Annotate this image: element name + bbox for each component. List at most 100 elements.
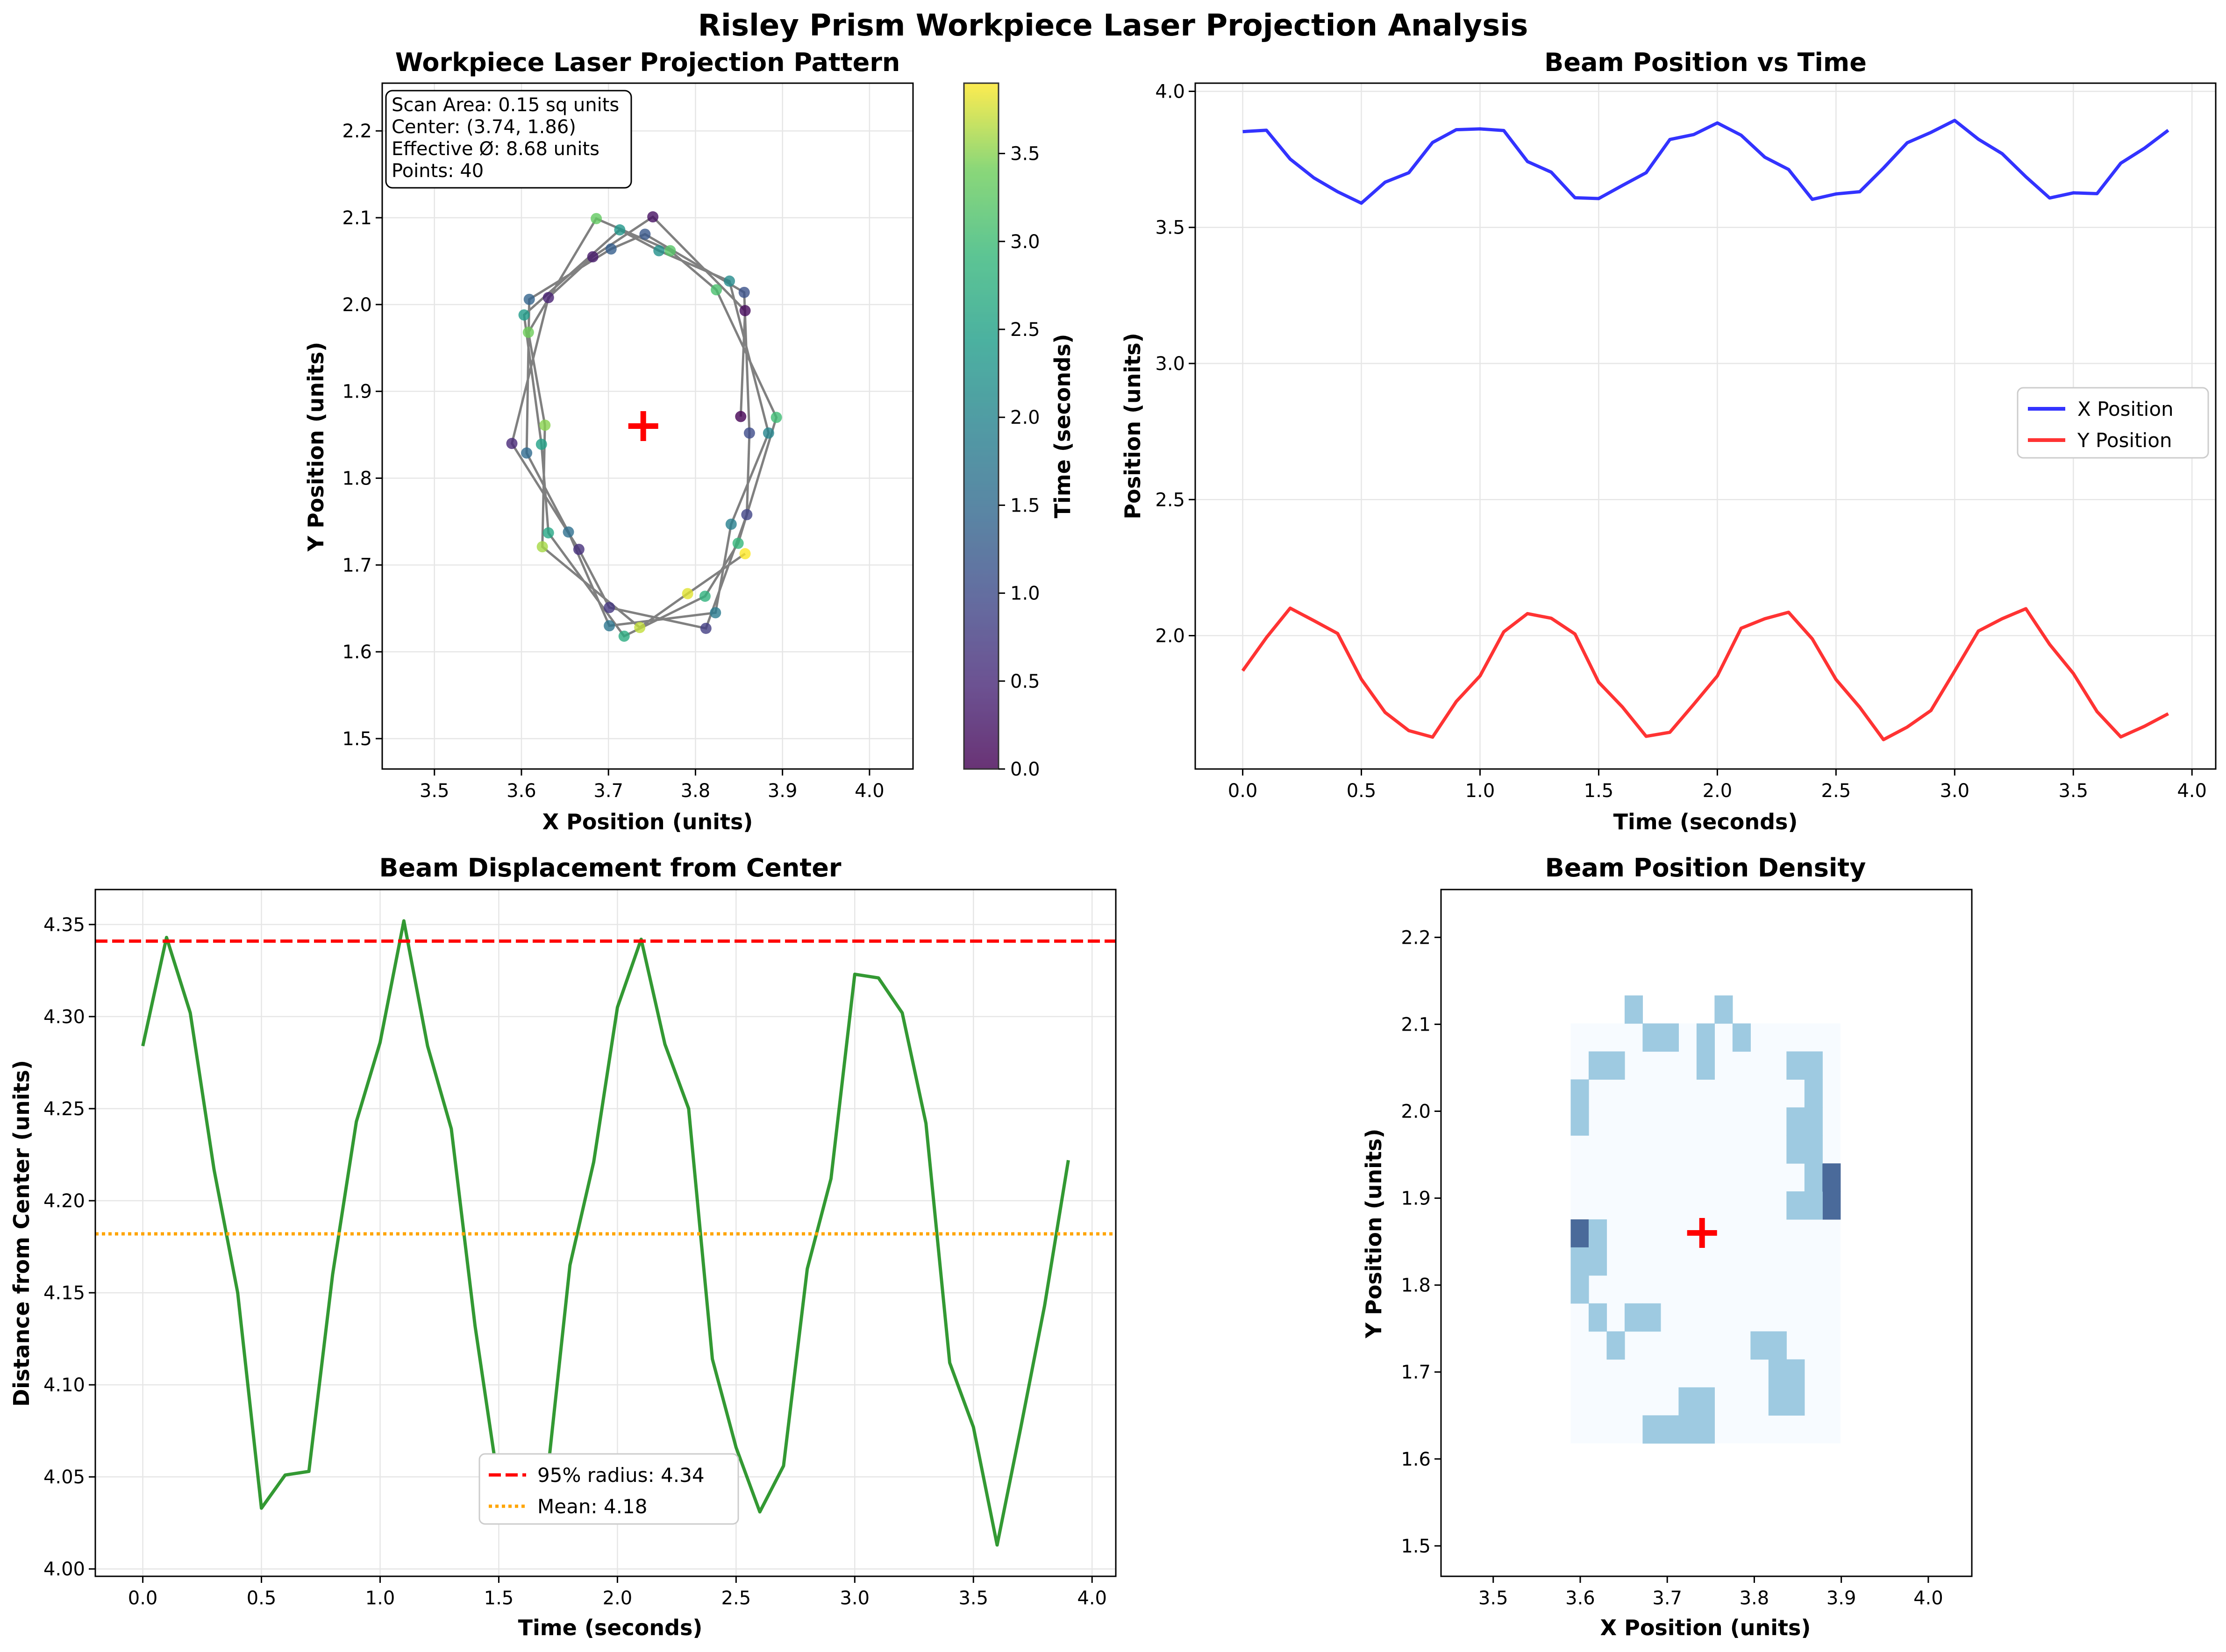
density-xlabel: X Position (units) [1600,1615,1811,1640]
density-cell [1624,995,1643,1024]
density-cell [1804,1079,1823,1108]
scan-point [523,293,535,305]
density-cell [1570,1247,1589,1276]
density-cell [1588,1219,1607,1248]
displacement-panel: Beam Displacement from Center Time (seco… [9,853,1117,1640]
scan-point [739,305,751,316]
density-cell [1660,1415,1679,1444]
series-line-y [1241,606,2169,741]
displacement-frame [94,889,1117,1577]
y-tick-label: 2.1 [1401,1014,1431,1035]
x-tick-label: 4.0 [2177,780,2207,802]
y-tick-label: 2.2 [1401,927,1431,948]
density-panel: Beam Position Density X Position (units)… [1361,853,1973,1640]
scan-point [763,427,774,439]
y-tick-label: 1.7 [342,555,372,576]
position-frame [1194,82,2217,770]
density-cell [1588,1051,1607,1080]
y-tick-label: 4.20 [43,1190,85,1212]
scan-point [664,245,676,256]
position-ticks: 0.0 0.5 1.0 1.5 2.0 2.5 3.0 3.5 4.0 2.0 2.5 3.0 3.5 4… [1155,81,2207,802]
series-line-x [1242,119,2169,205]
scan-point [614,224,626,236]
x-tick-label: 3.5 [1478,1588,1508,1609]
density-cell [1804,1135,1823,1164]
y-tick-label: 4.10 [43,1374,85,1396]
density-cell [1786,1387,1805,1416]
scan-point [536,541,548,553]
density-cell [1570,1079,1589,1108]
position-grid [1195,83,2216,769]
scan-point [506,438,518,449]
x-tick-label: 4.0 [1913,1588,1943,1609]
density-cell [1642,1023,1661,1052]
scan-point [724,275,735,287]
y-tick-label: 4.35 [43,914,85,936]
y-tick-label: 4.25 [43,1098,85,1120]
colorbar-tick-label: 0.5 [1010,671,1040,692]
scan-point [563,526,574,538]
projection-path [510,215,778,638]
y-tick-label: 4.15 [43,1282,85,1304]
density-cell [1570,1275,1589,1304]
density-cell [1678,1387,1697,1416]
pattern-title: Workpiece Laser Projection Pattern [395,48,900,77]
scan-point [735,411,747,422]
scan-point [522,327,534,338]
colorbar-tick-label: 3.0 [1010,231,1040,253]
x-tick-label: 3.5 [420,780,449,802]
density-cell [1768,1359,1787,1388]
density-cell [1660,1023,1679,1052]
scan-point [634,622,646,634]
scan-point [739,548,751,560]
projection-pattern-panel: Workpiece Laser Projection Pattern X Pos… [303,48,1075,834]
scan-point [647,211,659,223]
pattern-xlabel: X Position (units) [542,809,753,834]
density-cell [1570,1219,1589,1248]
density-cell [1768,1387,1787,1416]
pattern-frame [381,82,914,770]
density-cell [1696,1023,1715,1052]
colorbar-tick-label: 1.5 [1010,495,1040,516]
scan-point [618,630,630,642]
density-cell [1768,1331,1787,1360]
y-tick-label: 1.9 [342,381,372,403]
scan-point [710,607,721,619]
x-tick-label: 3.5 [958,1588,988,1609]
displacement-xlabel: Time (seconds) [518,1615,703,1640]
density-cell [1642,1303,1661,1332]
density-cell [1786,1135,1805,1164]
legend-x-label: X Position [2077,398,2174,420]
scan-point [542,292,554,303]
x-tick-label: 1.5 [484,1588,514,1609]
legend-radius-label: 95% radius: 4.34 [537,1464,705,1487]
x-tick-label: 0.0 [1228,780,1258,802]
y-tick-label: 2.0 [1155,626,1185,647]
x-tick-label: 3.0 [1940,780,1969,802]
y-tick-label: 3.0 [1155,353,1185,375]
scan-point [573,543,585,555]
pattern-ylabel: Y Position (units) [303,342,328,552]
density-cell [1696,1387,1715,1416]
x-tick-label: 2.5 [1821,780,1851,802]
y-tick-label: 1.6 [1401,1449,1431,1470]
info-center: Center: (3.74, 1.86) [392,116,576,138]
displacement-title: Beam Displacement from Center [379,853,841,883]
scan-point [771,412,782,423]
pattern-plot-area [506,211,782,642]
x-tick-label: 3.0 [840,1588,870,1609]
x-tick-label: 0.0 [128,1588,158,1609]
colorbar: 0.0 0.5 1.0 1.5 2.0 2.5 3.0 3.5 Time (seconds) [963,82,1075,780]
legend-mean-label: Mean: 4.18 [537,1495,647,1518]
displacement-ticks: 0.0 0.5 1.0 1.5 2.0 2.5 3.0 3.5 4.0 4.00 4.05 4.10 4… [43,914,1107,1609]
scan-point [518,309,530,321]
pattern-info-box: Scan Area: 0.15 sq units Center: (3.74, … [385,90,632,189]
position-ylabel: Position (units) [1120,333,1145,519]
density-cell [1696,1051,1715,1080]
scan-point [539,420,551,431]
displacement-plot-area [95,919,1116,1547]
y-tick-label: 1.7 [1401,1362,1431,1383]
scan-point [639,228,651,240]
scan-point [738,286,750,298]
